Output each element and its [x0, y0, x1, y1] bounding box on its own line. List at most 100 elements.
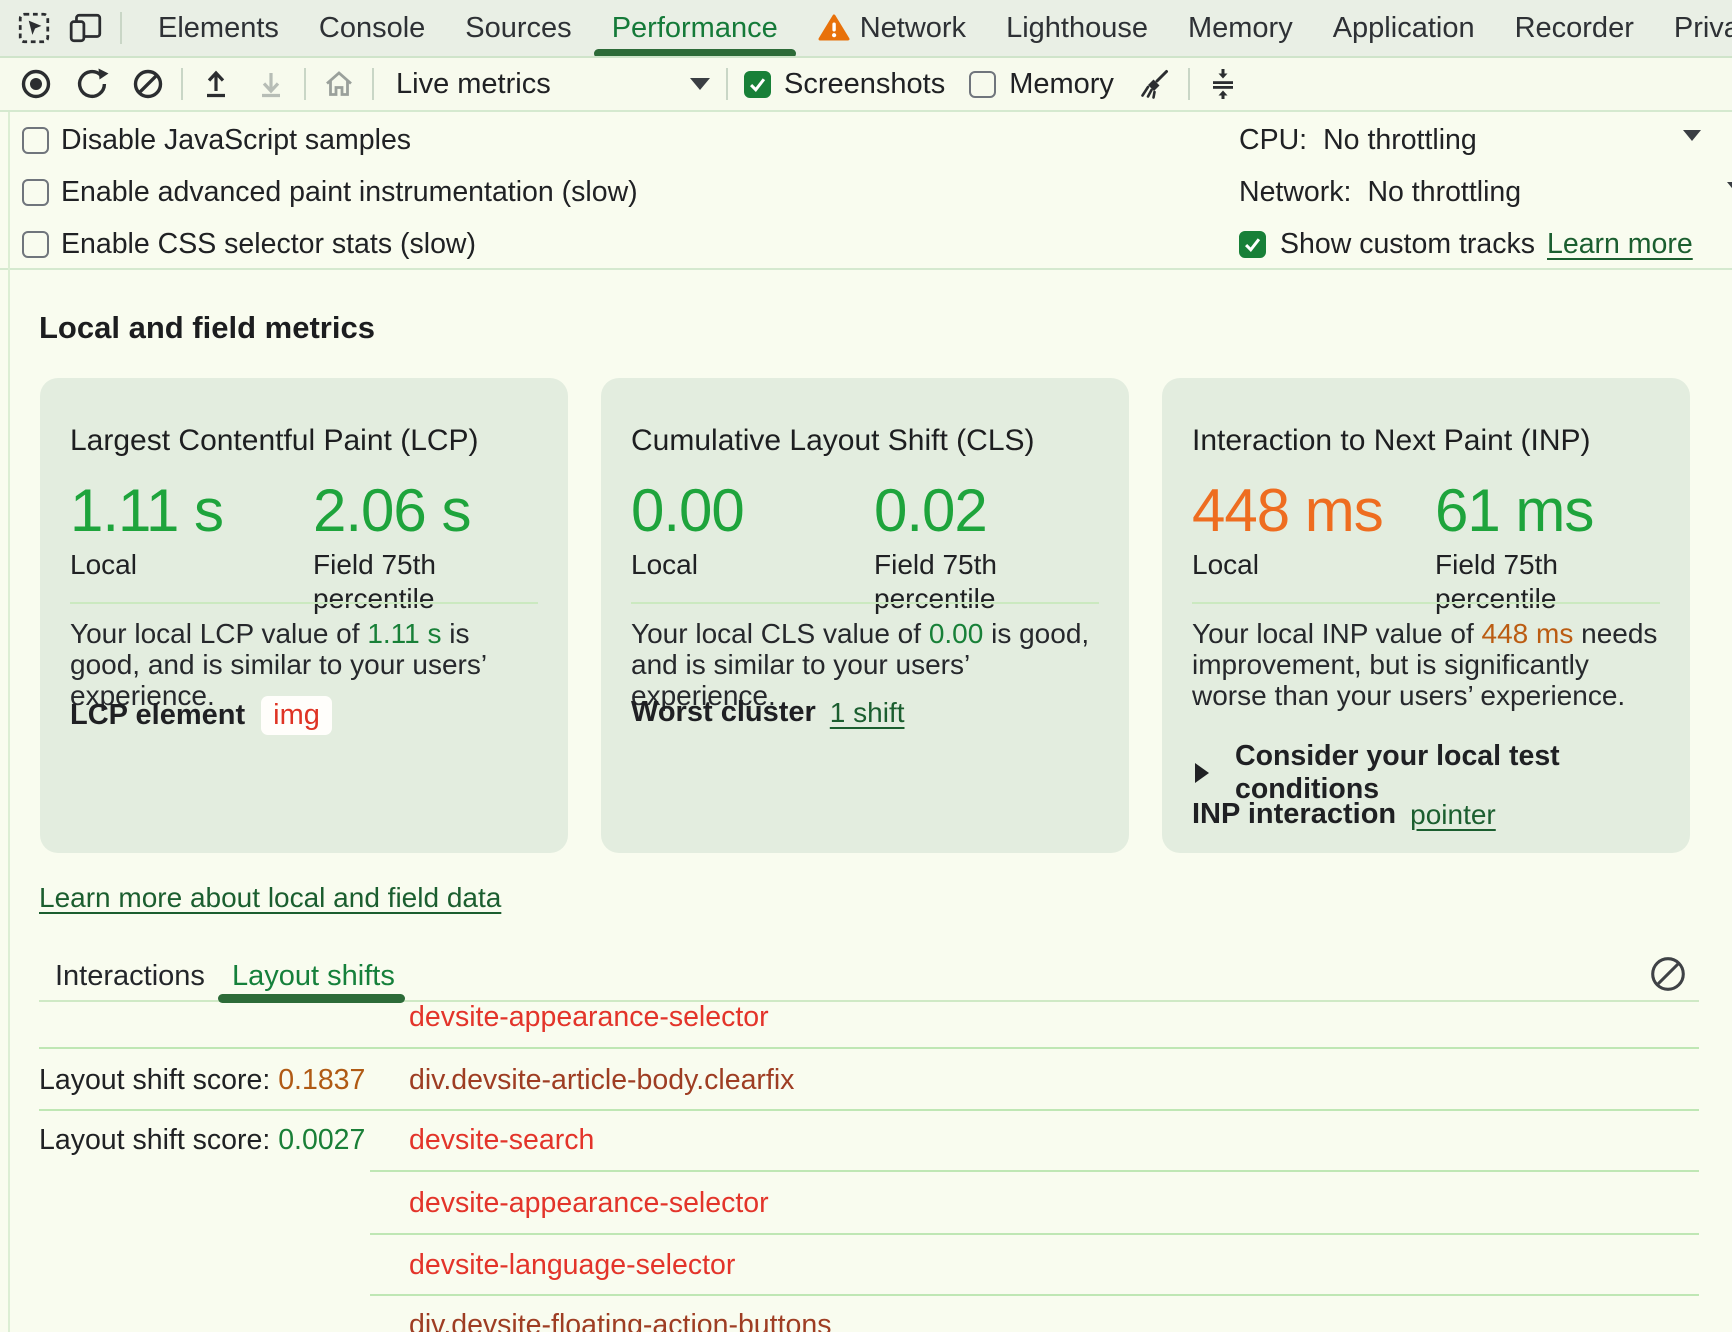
clear-log-icon[interactable] [1648, 954, 1688, 994]
shift-element-link[interactable]: devsite-language-selector [409, 1249, 736, 1281]
divider [120, 12, 122, 44]
memory-checkbox[interactable] [969, 70, 997, 98]
show-custom-tracks-checkbox[interactable] [1239, 230, 1266, 258]
lcp-field-label: Field 75th percentile [313, 549, 436, 614]
layout-shift-row: Layout shift score: 0.1837 div.devsite-a… [39, 1064, 795, 1096]
layout-shift-row: Layout shift score: 0.0027 devsite-searc… [39, 1124, 595, 1156]
cpu-value: No throttling [1323, 123, 1477, 156]
divider [39, 1047, 1699, 1049]
lcp-card: Largest Contentful Paint (LCP) 1.11 s Lo… [40, 378, 568, 853]
panel-mode-select[interactable]: Live metrics [390, 68, 710, 101]
inp-local-label: Local [1192, 549, 1259, 580]
inspect-element-icon[interactable] [16, 9, 52, 47]
metric-cards: Largest Contentful Paint (LCP) 1.11 s Lo… [40, 378, 1690, 853]
tab-network[interactable]: Network [798, 0, 986, 56]
inp-field-label: Field 75th percentile [1435, 549, 1558, 614]
memory-label[interactable]: Memory [1009, 67, 1114, 100]
active-tab-underline [218, 994, 405, 1003]
tab-privacy-sandbox[interactable]: Privacy Sand [1673, 11, 1732, 44]
performance-toolbar: Live metrics Screenshots Memory [0, 58, 1732, 112]
shift-element-link[interactable]: div.devsite-floating-action-buttons [409, 1309, 832, 1332]
divider [39, 1109, 1699, 1111]
tab-elements[interactable]: Elements [158, 11, 279, 44]
advanced-paint-row[interactable]: Enable advanced paint instrumentation (s… [22, 166, 638, 218]
divider [1187, 68, 1190, 100]
gc-broom-icon[interactable] [1138, 67, 1172, 101]
show-custom-tracks-label[interactable]: Show custom tracks [1280, 227, 1535, 260]
inp-description: Your local INP value of 448 ms needs imp… [1192, 618, 1658, 711]
reload-and-record-button[interactable] [75, 67, 109, 101]
shift-element-link[interactable]: div.devsite-article-body.clearfix [409, 1064, 795, 1096]
collapse-icon[interactable] [1206, 67, 1240, 101]
inp-field-value: 61 ms [1435, 477, 1594, 544]
network-value: No throttling [1367, 175, 1522, 208]
show-custom-tracks-row[interactable]: Show custom tracks Learn more [1239, 218, 1693, 270]
panel-left-border [8, 112, 10, 1332]
clear-button[interactable] [131, 67, 165, 101]
divider [726, 68, 728, 100]
screenshots-label[interactable]: Screenshots [784, 67, 946, 100]
shift-element-link[interactable]: devsite-appearance-selector [409, 1001, 769, 1033]
device-toolbar-icon[interactable] [68, 9, 104, 47]
chevron-down-icon [1683, 130, 1701, 141]
worst-cluster-link[interactable]: 1 shift [829, 696, 905, 728]
shift-element-link[interactable]: devsite-appearance-selector [409, 1187, 769, 1219]
tab-layout-shifts[interactable]: Layout shifts [232, 960, 395, 992]
screenshots-checkbox[interactable] [744, 70, 771, 98]
divider [370, 1233, 1699, 1235]
tab-memory[interactable]: Memory [1187, 11, 1293, 44]
local-test-conditions-expander[interactable]: Consider your local test conditions [1195, 740, 1690, 806]
cls-field-value: 0.02 [874, 477, 988, 544]
css-selector-stats-checkbox[interactable] [22, 230, 49, 258]
network-throttling-select[interactable]: Network: No throttling [1239, 166, 1732, 218]
chevron-down-icon [690, 78, 710, 90]
tab-lighthouse[interactable]: Lighthouse [1006, 11, 1148, 44]
inp-card-title: Interaction to Next Paint (INP) [1192, 424, 1591, 457]
lcp-element-row: LCP element img [70, 696, 332, 735]
tab-performance[interactable]: Performance [592, 0, 798, 56]
tab-application[interactable]: Application [1332, 11, 1475, 44]
advanced-paint-label[interactable]: Enable advanced paint instrumentation (s… [61, 175, 638, 208]
cpu-throttling-select[interactable]: CPU: No throttling [1239, 114, 1701, 166]
tab-interactions[interactable]: Interactions [55, 960, 205, 992]
home-icon[interactable] [322, 67, 356, 101]
expander-label: Consider your local test conditions [1235, 740, 1560, 805]
disable-js-samples-checkbox[interactable] [22, 126, 49, 154]
tab-sources[interactable]: Sources [465, 11, 572, 44]
lcp-local-label: Local [70, 549, 137, 580]
download-profile-icon[interactable] [254, 67, 288, 101]
disable-js-samples-label[interactable]: Disable JavaScript samples [61, 123, 412, 156]
lcp-description: Your local LCP value of 1.11 s is good, … [70, 618, 487, 711]
tab-recorder[interactable]: Recorder [1514, 11, 1634, 44]
inp-interaction-link[interactable]: pointer [1410, 798, 1496, 830]
memory-checkbox-group[interactable]: Memory [969, 68, 1114, 101]
cls-local-label: Local [631, 549, 698, 580]
screenshots-checkbox-group[interactable]: Screenshots [744, 68, 945, 101]
cls-local-value: 0.00 [631, 477, 745, 544]
divider [370, 1170, 1699, 1172]
tab-console[interactable]: Console [318, 11, 426, 44]
inp-card: Interaction to Next Paint (INP) 448 ms L… [1162, 378, 1690, 853]
warning-icon [818, 13, 850, 43]
upload-profile-icon[interactable] [199, 67, 233, 101]
lcp-element-node-link[interactable]: img [261, 696, 332, 735]
lcp-card-title: Largest Contentful Paint (LCP) [70, 424, 479, 457]
divider [304, 68, 306, 100]
divider [1192, 602, 1660, 604]
advanced-paint-checkbox[interactable] [22, 178, 49, 206]
mode-select-value: Live metrics [396, 67, 551, 100]
triangle-right-icon [1195, 763, 1209, 783]
cls-card: Cumulative Layout Shift (CLS) 0.00 Local… [601, 378, 1129, 853]
shift-score: 0.0027 [278, 1124, 366, 1156]
custom-tracks-learn-more-link[interactable]: Learn more [1547, 227, 1693, 260]
record-button[interactable] [19, 67, 53, 101]
disable-js-samples-row[interactable]: Disable JavaScript samples [22, 114, 411, 166]
css-selector-stats-row[interactable]: Enable CSS selector stats (slow) [22, 218, 476, 270]
capture-settings-pane: Disable JavaScript samples Enable advanc… [0, 112, 1732, 270]
css-selector-stats-label[interactable]: Enable CSS selector stats (slow) [61, 227, 476, 260]
shift-element-link[interactable]: devsite-search [409, 1124, 595, 1156]
divider [39, 1000, 1699, 1002]
lcp-field-value: 2.06 s [313, 477, 471, 544]
local-field-data-learn-more-link[interactable]: Learn more about local and field data [39, 882, 502, 913]
devtools-tab-bar: Elements Console Sources Performance Net… [0, 0, 1732, 58]
